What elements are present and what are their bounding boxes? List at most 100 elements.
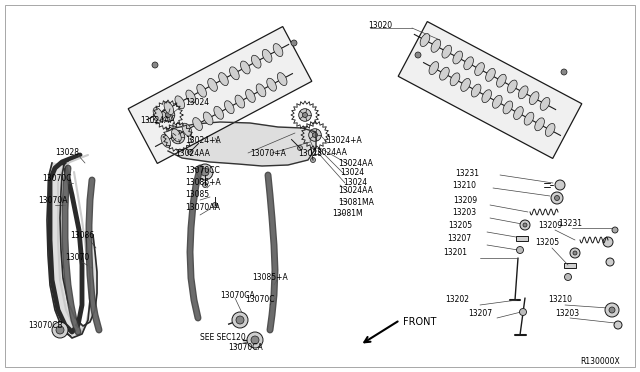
Circle shape bbox=[312, 132, 317, 138]
Text: 13085: 13085 bbox=[185, 189, 209, 199]
Text: 13201: 13201 bbox=[443, 247, 467, 257]
Text: 13205: 13205 bbox=[448, 221, 472, 230]
Text: 13024: 13024 bbox=[340, 167, 364, 176]
Text: 13070: 13070 bbox=[65, 253, 89, 263]
Circle shape bbox=[298, 145, 303, 151]
Text: 13024AA: 13024AA bbox=[175, 148, 210, 157]
Circle shape bbox=[551, 192, 563, 204]
Ellipse shape bbox=[471, 84, 481, 97]
Text: 13070AA: 13070AA bbox=[185, 202, 220, 212]
Ellipse shape bbox=[442, 45, 452, 58]
Circle shape bbox=[236, 316, 244, 324]
Ellipse shape bbox=[535, 118, 545, 131]
Ellipse shape bbox=[464, 57, 474, 70]
Circle shape bbox=[605, 303, 619, 317]
Ellipse shape bbox=[508, 80, 517, 93]
Text: 13210: 13210 bbox=[548, 295, 572, 305]
Text: 13028: 13028 bbox=[298, 148, 322, 157]
Polygon shape bbox=[168, 122, 316, 166]
Ellipse shape bbox=[482, 90, 492, 103]
Text: SEE SEC120: SEE SEC120 bbox=[200, 334, 246, 343]
Circle shape bbox=[172, 130, 185, 144]
Text: 13203: 13203 bbox=[452, 208, 476, 217]
Text: 13207: 13207 bbox=[468, 308, 492, 317]
Circle shape bbox=[555, 180, 565, 190]
Polygon shape bbox=[128, 26, 312, 163]
Text: 13070C: 13070C bbox=[42, 173, 72, 183]
Text: 13070CA: 13070CA bbox=[220, 291, 255, 299]
Circle shape bbox=[165, 112, 171, 118]
Ellipse shape bbox=[273, 44, 283, 57]
Text: 13209: 13209 bbox=[538, 221, 562, 230]
Ellipse shape bbox=[204, 112, 213, 125]
Circle shape bbox=[201, 168, 209, 176]
Ellipse shape bbox=[503, 101, 513, 114]
Text: 13024: 13024 bbox=[185, 97, 209, 106]
Text: 13020: 13020 bbox=[368, 20, 392, 29]
Circle shape bbox=[573, 251, 577, 255]
Text: 13081MA: 13081MA bbox=[338, 198, 374, 206]
Ellipse shape bbox=[453, 51, 463, 64]
Circle shape bbox=[523, 223, 527, 227]
Ellipse shape bbox=[252, 55, 261, 68]
Polygon shape bbox=[516, 235, 528, 241]
Circle shape bbox=[570, 248, 580, 258]
Ellipse shape bbox=[429, 62, 438, 74]
Ellipse shape bbox=[225, 101, 234, 114]
Text: 13202: 13202 bbox=[445, 295, 469, 305]
Ellipse shape bbox=[277, 73, 287, 86]
Ellipse shape bbox=[514, 107, 524, 119]
Circle shape bbox=[291, 40, 297, 46]
Ellipse shape bbox=[172, 129, 181, 142]
Ellipse shape bbox=[545, 124, 555, 137]
Text: 13081M: 13081M bbox=[332, 208, 363, 218]
Polygon shape bbox=[398, 22, 582, 158]
Ellipse shape bbox=[186, 90, 196, 103]
Polygon shape bbox=[47, 163, 97, 338]
Circle shape bbox=[516, 247, 524, 253]
Ellipse shape bbox=[230, 67, 239, 80]
Ellipse shape bbox=[461, 78, 470, 92]
Circle shape bbox=[554, 196, 559, 201]
Ellipse shape bbox=[197, 84, 207, 97]
Ellipse shape bbox=[214, 106, 223, 119]
Ellipse shape bbox=[420, 33, 430, 46]
Ellipse shape bbox=[440, 67, 449, 80]
Ellipse shape bbox=[219, 73, 228, 86]
Text: 13210: 13210 bbox=[452, 180, 476, 189]
Ellipse shape bbox=[164, 102, 173, 115]
Text: 13024AA: 13024AA bbox=[338, 186, 373, 195]
Ellipse shape bbox=[262, 49, 272, 62]
Circle shape bbox=[303, 112, 307, 118]
Polygon shape bbox=[564, 263, 576, 267]
Ellipse shape bbox=[256, 84, 266, 97]
Ellipse shape bbox=[241, 61, 250, 74]
Circle shape bbox=[415, 52, 421, 58]
Text: 13231: 13231 bbox=[558, 218, 582, 228]
Circle shape bbox=[308, 129, 321, 141]
Circle shape bbox=[56, 326, 64, 334]
Circle shape bbox=[161, 108, 175, 122]
Ellipse shape bbox=[153, 108, 163, 121]
Ellipse shape bbox=[431, 39, 441, 52]
Circle shape bbox=[603, 237, 613, 247]
Ellipse shape bbox=[497, 74, 506, 87]
Ellipse shape bbox=[182, 123, 192, 136]
Circle shape bbox=[614, 321, 622, 329]
Circle shape bbox=[212, 202, 218, 208]
Text: 13203: 13203 bbox=[555, 310, 579, 318]
Text: 13024AA: 13024AA bbox=[312, 148, 347, 157]
Circle shape bbox=[52, 322, 68, 338]
Text: FRONT: FRONT bbox=[403, 317, 436, 327]
Ellipse shape bbox=[529, 92, 539, 105]
Ellipse shape bbox=[540, 97, 550, 110]
Text: R130000X: R130000X bbox=[580, 357, 620, 366]
Ellipse shape bbox=[450, 73, 460, 86]
Text: 13209: 13209 bbox=[453, 196, 477, 205]
Text: 13207: 13207 bbox=[447, 234, 471, 243]
Circle shape bbox=[520, 308, 527, 315]
Ellipse shape bbox=[492, 95, 502, 108]
Circle shape bbox=[152, 62, 158, 68]
Circle shape bbox=[299, 109, 311, 121]
Text: 13085+A: 13085+A bbox=[252, 273, 288, 282]
